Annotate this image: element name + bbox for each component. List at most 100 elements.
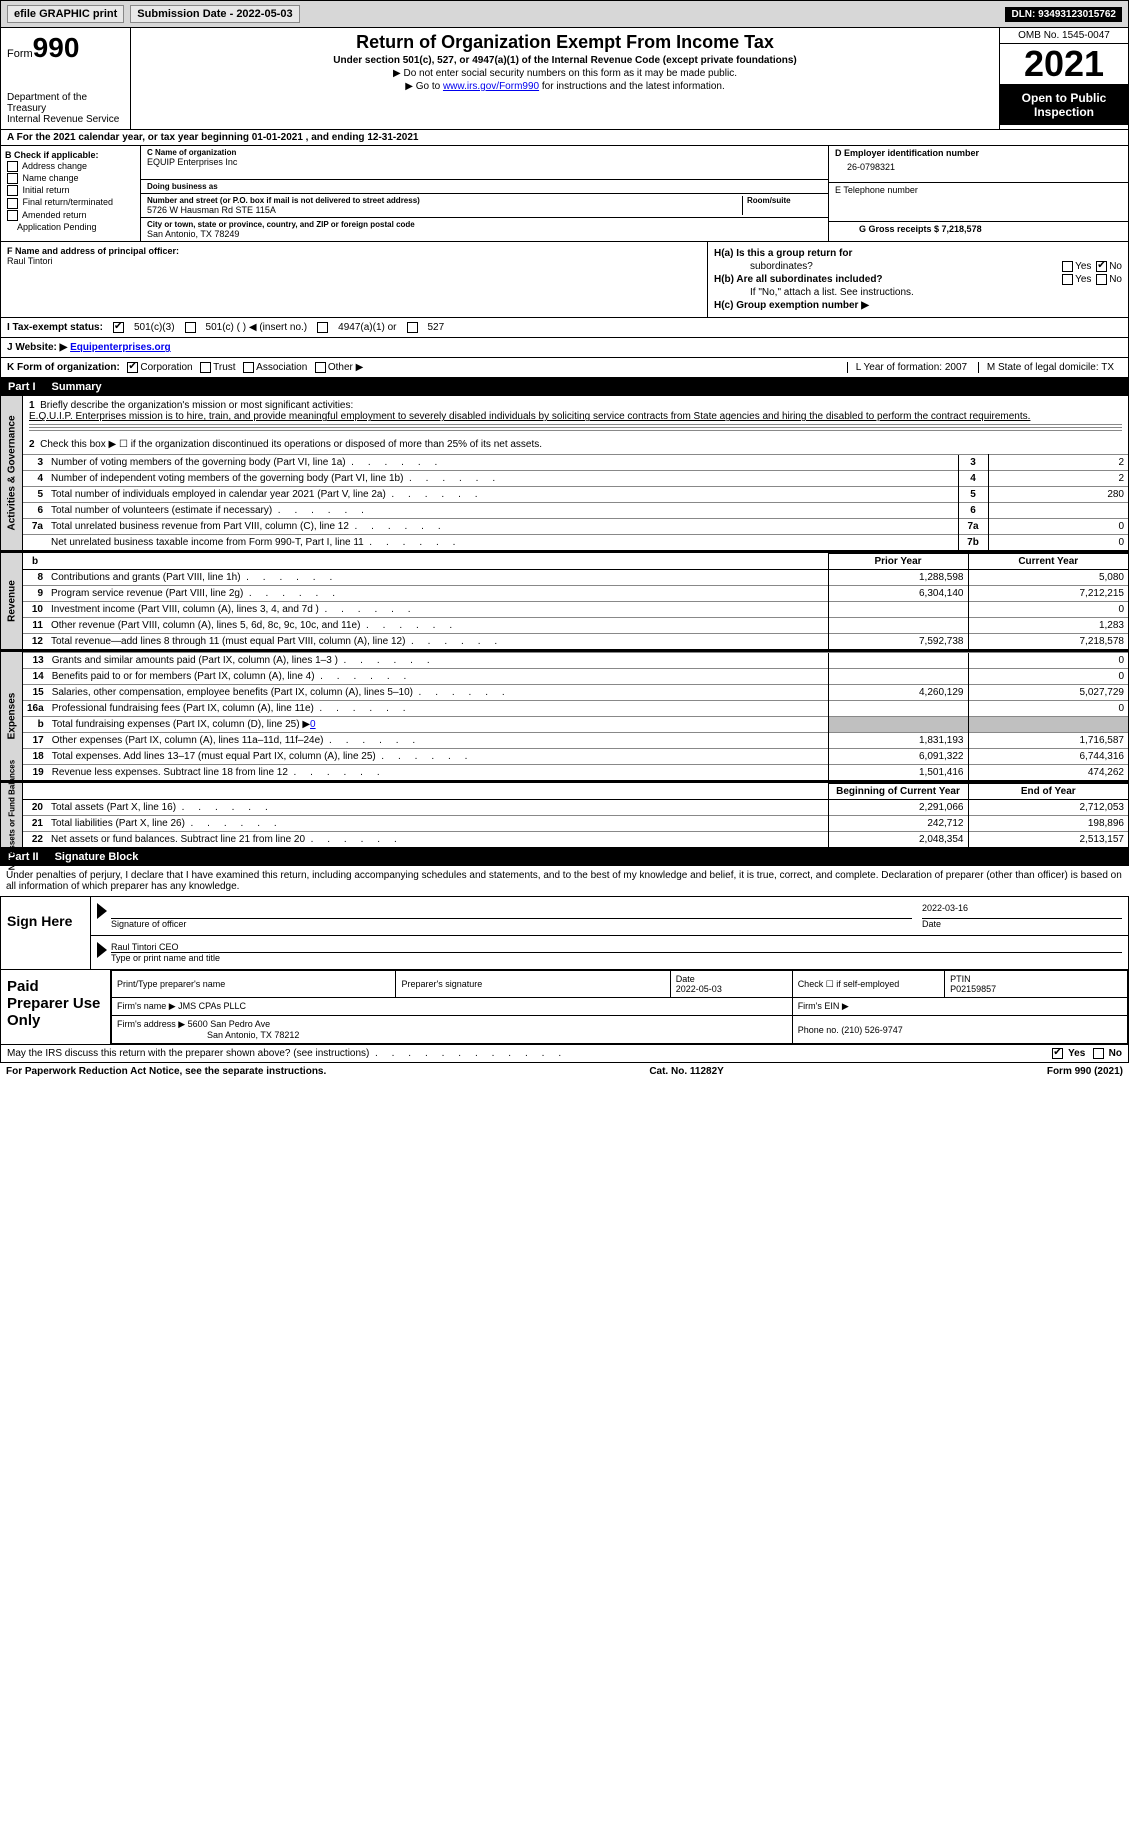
city-row: City or town, state or province, country… — [141, 218, 828, 241]
part1-num: Part I — [8, 381, 36, 393]
checkbox-amended[interactable] — [7, 210, 18, 221]
f-box: F Name and address of principal officer:… — [1, 242, 708, 317]
preparer-table: Print/Type preparer's name Preparer's si… — [111, 970, 1128, 1044]
vlabel-exp-text: Expenses — [6, 693, 17, 740]
cb-assoc[interactable] — [243, 362, 254, 373]
penalty-text: Under penalties of perjury, I declare th… — [0, 866, 1129, 896]
form-prefix: Form — [7, 48, 33, 60]
line-val: 2 — [988, 471, 1128, 487]
form-title: Return of Organization Exempt From Incom… — [135, 32, 995, 53]
irs-link[interactable]: www.irs.gov/Form990 — [443, 81, 539, 92]
prep-sig-label: Preparer's signature — [396, 971, 670, 998]
prep-name-label: Print/Type preparer's name — [112, 971, 396, 998]
opt-other: Other ▶ — [328, 362, 363, 373]
addr-row: Number and street (or P.O. box if mail i… — [141, 194, 828, 218]
line-py: 4,260,129 — [828, 685, 968, 701]
line-num: 17 — [23, 733, 48, 749]
discuss-no: No — [1109, 1048, 1122, 1059]
discuss-yes-cb[interactable] — [1052, 1048, 1063, 1059]
part2-header: Part II Signature Block — [0, 848, 1129, 866]
line-b-val[interactable]: 0 — [310, 719, 316, 730]
line-num: 20 — [23, 800, 47, 816]
prep-date-value: 2022-05-03 — [676, 984, 722, 994]
opt-assoc: Association — [256, 362, 307, 373]
cb-527[interactable] — [407, 322, 418, 333]
line-py: 6,091,322 — [828, 749, 968, 765]
dba-row: Doing business as — [141, 180, 828, 194]
firm-name-label: Firm's name ▶ — [117, 1001, 176, 1011]
sig-date-value: 2022-03-16 — [922, 903, 1122, 919]
hb2-label: If "No," attach a list. See instructions… — [714, 287, 1122, 298]
cb-trust[interactable] — [200, 362, 211, 373]
state-domicile: M State of legal domicile: TX — [978, 362, 1122, 373]
hb-yes-label: Yes — [1075, 274, 1091, 285]
firm-addr-label: Firm's address ▶ — [117, 1019, 185, 1029]
opt-corp: Corporation — [140, 362, 192, 373]
line-b-num: b — [23, 717, 48, 733]
arrow-icon — [97, 903, 107, 919]
city-value: San Antonio, TX 78249 — [147, 229, 822, 239]
line-cy: 0 — [968, 602, 1128, 618]
opt-501c3: 501(c)(3) — [134, 322, 175, 333]
title-box: Return of Organization Exempt From Incom… — [131, 28, 1000, 129]
ha-no-checkbox[interactable] — [1096, 261, 1107, 272]
line-box: 7a — [958, 519, 988, 535]
efile-button[interactable]: efile GRAPHIC print — [7, 5, 124, 23]
line-val: 0 — [988, 535, 1128, 551]
hb-no-checkbox[interactable] — [1096, 274, 1107, 285]
line-box: 3 — [958, 455, 988, 471]
addr-value: 5726 W Hausman Rd STE 115A — [147, 205, 742, 215]
f-label: F Name and address of principal officer: — [7, 246, 701, 256]
line-text: Revenue less expenses. Subtract line 18 … — [48, 765, 828, 781]
city-label: City or town, state or province, country… — [147, 220, 822, 229]
label-app-pending: Application Pending — [5, 222, 136, 232]
discuss-no-cb[interactable] — [1093, 1048, 1104, 1059]
irs-label: Internal Revenue Service — [7, 114, 124, 125]
line-num: 6 — [23, 503, 47, 519]
line-box: 7b — [958, 535, 988, 551]
cb-501c[interactable] — [185, 322, 196, 333]
checkbox-addr-change[interactable] — [7, 161, 18, 172]
line-py: 2,291,066 — [828, 800, 968, 816]
vlabel-na: Net Assets or Fund Balances — [1, 783, 23, 847]
j-label: J Website: ▶ — [7, 342, 67, 353]
ha-label: H(a) Is this a group return for — [714, 248, 852, 259]
q1-text: Briefly describe the organization's miss… — [40, 400, 353, 411]
ha-no-label: No — [1109, 261, 1122, 272]
ein-label: D Employer identification number — [835, 148, 1122, 158]
line-num: 16a — [23, 701, 48, 717]
line-text: Total assets (Part X, line 16) — [47, 800, 828, 816]
opt-501c: 501(c) ( ) ◀ (insert no.) — [206, 322, 308, 333]
col-b-title: B Check if applicable: — [5, 150, 136, 160]
form-label-box: Form990 Department of the Treasury Inter… — [1, 28, 131, 129]
line-text: Net assets or fund balances. Subtract li… — [47, 832, 828, 848]
exp-section: Expenses 13Grants and similar amounts pa… — [0, 650, 1129, 781]
checkbox-initial[interactable] — [7, 185, 18, 196]
checkbox-name-change[interactable] — [7, 173, 18, 184]
room-label: Room/suite — [747, 196, 822, 205]
checkbox-final[interactable] — [7, 198, 18, 209]
line-b-py — [828, 717, 968, 733]
website-link[interactable]: Equipenterprises.org — [70, 342, 171, 353]
cb-corp[interactable] — [127, 362, 138, 373]
line-num — [23, 535, 47, 551]
line-cy: 7,212,215 — [968, 586, 1128, 602]
org-name: EQUIP Enterprises Inc — [147, 157, 822, 167]
form-subtitle: Under section 501(c), 527, or 4947(a)(1)… — [135, 55, 995, 66]
cb-other[interactable] — [315, 362, 326, 373]
ha-yes-checkbox[interactable] — [1062, 261, 1073, 272]
year-formation: L Year of formation: 2007 — [847, 362, 975, 373]
line-py: 2,048,354 — [828, 832, 968, 848]
q2-text: Check this box ▶ ☐ if the organization d… — [40, 439, 542, 450]
note-ssn: ▶ Do not enter social security numbers o… — [135, 68, 995, 79]
gov-table: 3Number of voting members of the governi… — [23, 454, 1128, 550]
hb-yes-checkbox[interactable] — [1062, 274, 1073, 285]
line-num: 15 — [23, 685, 48, 701]
dept-label: Department of the Treasury — [7, 92, 124, 114]
line-box: 4 — [958, 471, 988, 487]
cb-4947[interactable] — [317, 322, 328, 333]
omb-number: OMB No. 1545-0047 — [1000, 28, 1128, 44]
line-cy: 5,027,729 — [968, 685, 1128, 701]
h-box: H(a) Is this a group return for subordin… — [708, 242, 1128, 317]
cb-501c3[interactable] — [113, 322, 124, 333]
